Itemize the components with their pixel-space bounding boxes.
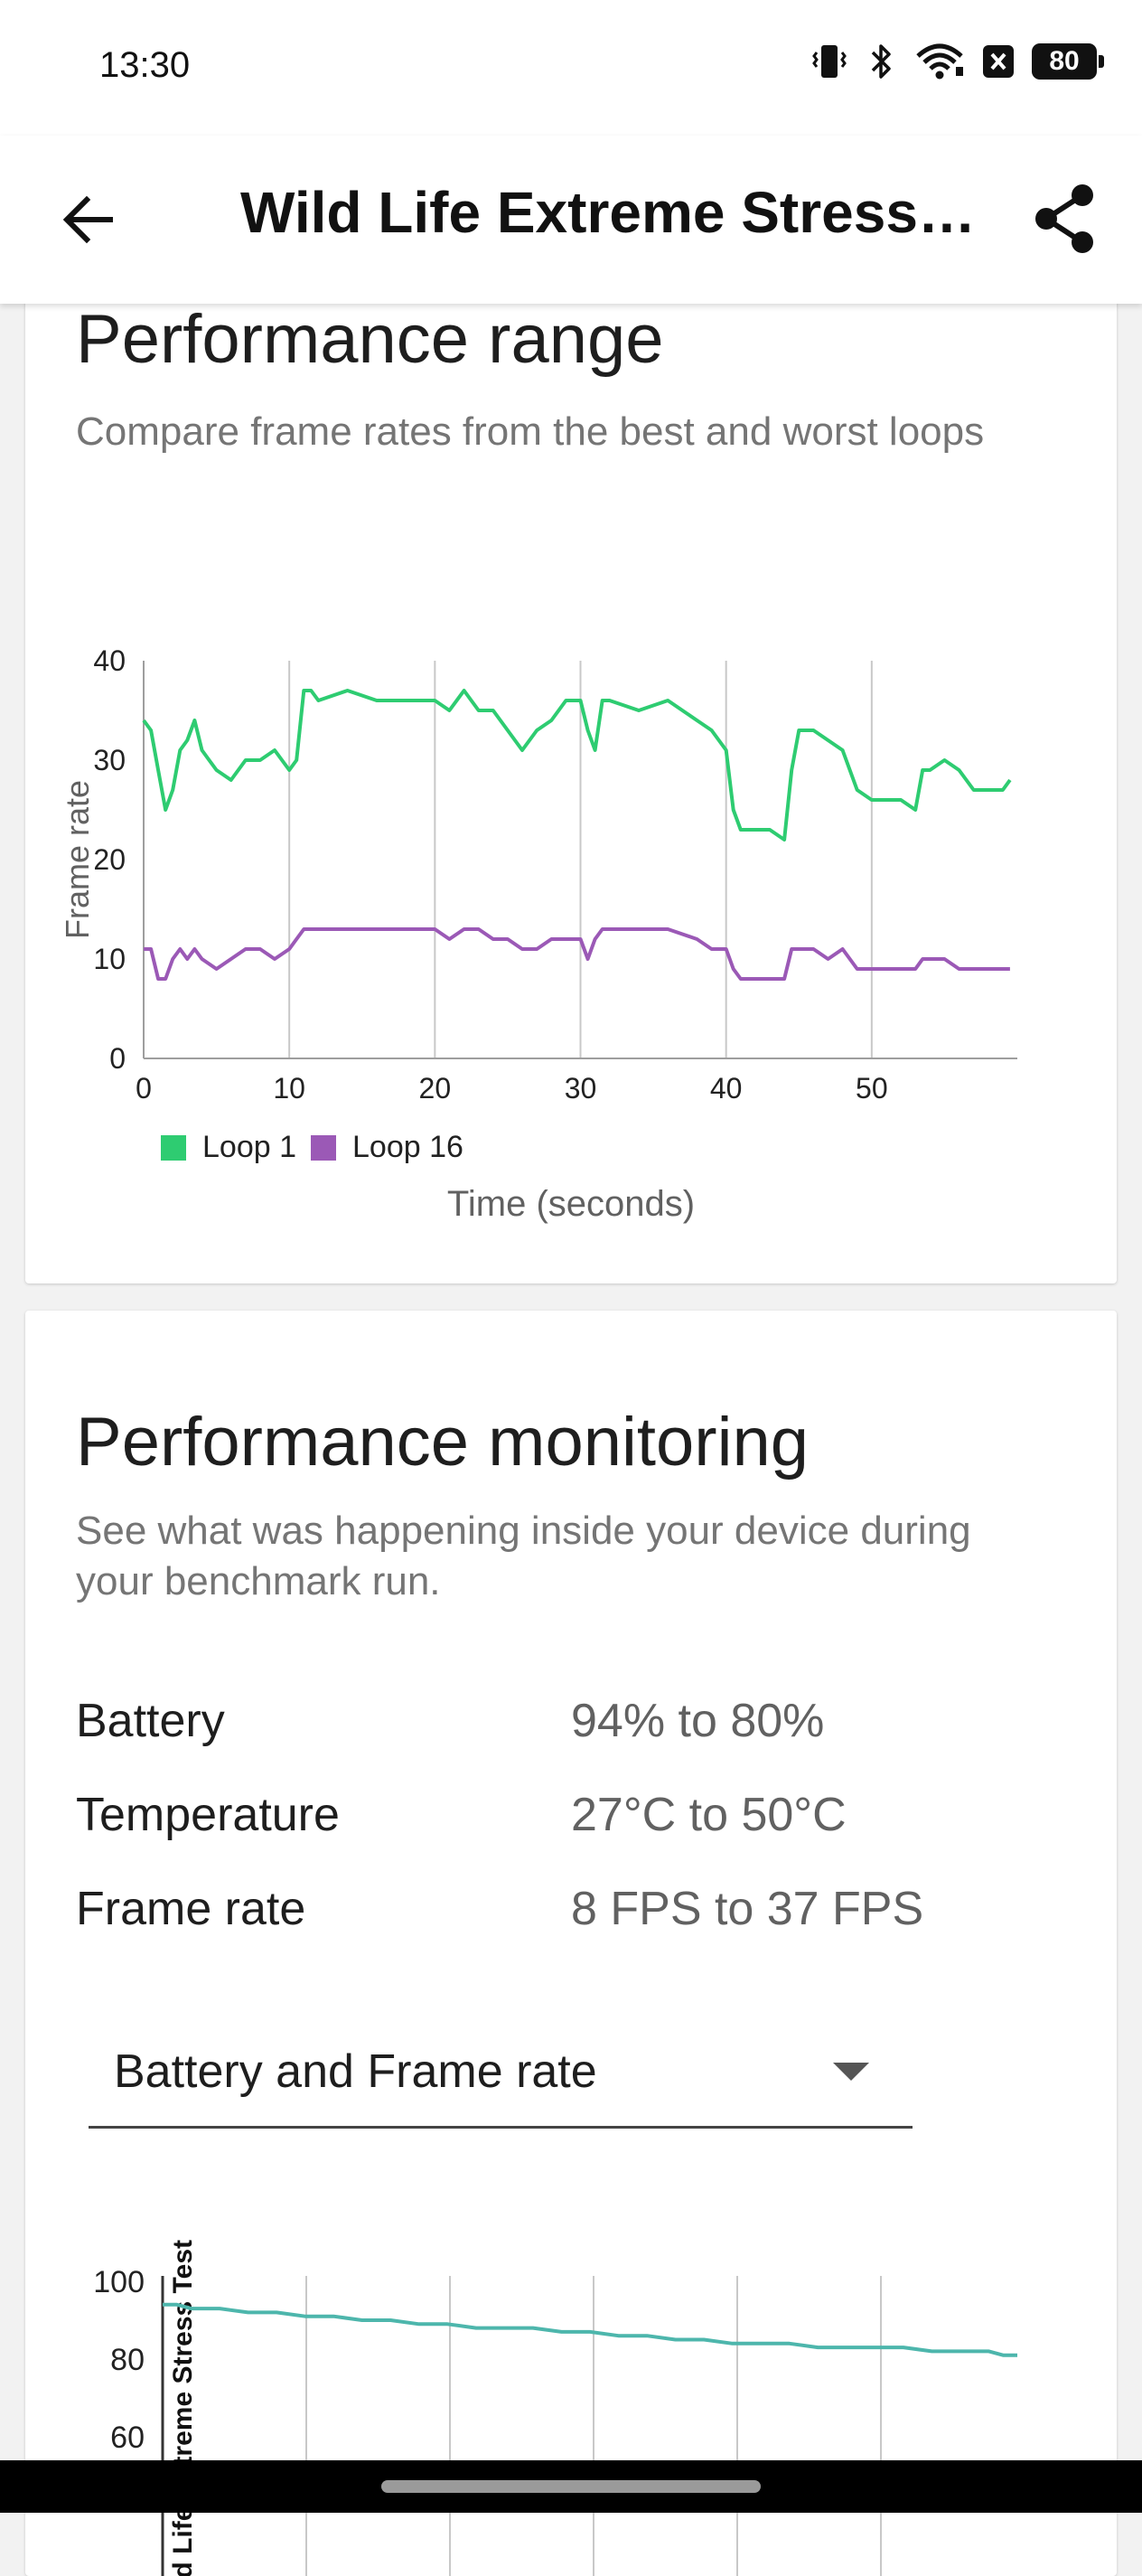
vibrate-icon bbox=[812, 45, 847, 78]
metric-label: Frame rate bbox=[76, 1883, 306, 1935]
legend-swatch-loop-1 bbox=[161, 1134, 186, 1161]
app-bar: Wild Life Extreme Stress Test bbox=[0, 136, 1142, 304]
status-icons: 80 bbox=[810, 42, 1104, 81]
performance-monitoring-subtitle: See what was happening inside your devic… bbox=[76, 1509, 971, 1603]
test-marker-label: Wild Life Extreme Stress Test bbox=[168, 2240, 198, 2576]
metric-row-frame-rate: Frame rate 8 FPS to 37 FPS bbox=[76, 1882, 1088, 1954]
y-tick-label: 40 bbox=[93, 644, 126, 677]
series-line-loop-1 bbox=[142, 689, 1012, 841]
battery-series-line bbox=[163, 2302, 1017, 2357]
status-bar: 13:30 80 bbox=[0, 0, 1142, 136]
series-line-loop-16 bbox=[144, 927, 1010, 981]
status-time: 13:30 bbox=[99, 45, 191, 85]
x-tick-label: 10 bbox=[273, 1072, 305, 1105]
x-tick-label: 20 bbox=[419, 1072, 452, 1105]
metric-value: 8 FPS to 37 FPS bbox=[571, 1883, 924, 1935]
chart-type-dropdown[interactable]: Battery and Frame rate bbox=[89, 2025, 913, 2129]
performance-monitoring-card: Performance monitoring See what was happ… bbox=[25, 1311, 1117, 2576]
y-tick-label: 20 bbox=[93, 843, 126, 876]
dropdown-arrow-icon bbox=[833, 2063, 869, 2081]
y-tick-label: 80 bbox=[110, 2343, 145, 2377]
metric-value: 94% to 80% bbox=[571, 1695, 825, 1747]
back-arrow-icon[interactable] bbox=[56, 185, 125, 254]
x-tick-label: 40 bbox=[710, 1072, 743, 1105]
battery-icon: 80 bbox=[1032, 43, 1104, 80]
wifi-icon bbox=[916, 43, 963, 80]
legend-label-loop-1: Loop 1 bbox=[202, 1130, 296, 1164]
battery-level: 80 bbox=[1049, 46, 1080, 76]
metric-row-temperature: Temperature 27°C to 50°C bbox=[76, 1788, 1088, 1860]
page-title: Wild Life Extreme Stress Test bbox=[240, 180, 981, 245]
legend-item-loop-16: Loop 16 bbox=[311, 1130, 463, 1165]
bluetooth-icon bbox=[871, 44, 891, 79]
performance-range-subtitle: Compare frame rates from the best and wo… bbox=[76, 409, 985, 454]
y-tick-label: 10 bbox=[93, 943, 126, 975]
x-tick-label: 0 bbox=[136, 1072, 152, 1105]
share-icon[interactable] bbox=[1030, 181, 1102, 257]
y-tick-label: 100 bbox=[93, 2265, 145, 2299]
performance-monitoring-heading: Performance monitoring bbox=[76, 1404, 810, 1481]
performance-range-heading: Performance range bbox=[76, 301, 664, 378]
home-gesture-handle[interactable] bbox=[381, 2480, 761, 2493]
x-axis-title: Time (seconds) bbox=[446, 1184, 696, 1224]
x-tick-label: 30 bbox=[565, 1072, 597, 1105]
legend-item-loop-1: Loop 1 bbox=[161, 1130, 296, 1165]
legend-swatch-loop-16 bbox=[311, 1134, 336, 1161]
chart-legend: Loop 1 Loop 16 bbox=[161, 1130, 478, 1165]
performance-monitoring-chart: 100 80 60 Wild Life Extreme Stress Test bbox=[93, 2240, 1017, 2576]
y-tick-label: 60 bbox=[110, 2421, 145, 2455]
metric-value: 27°C to 50°C bbox=[571, 1789, 847, 1841]
legend-label-loop-16: Loop 16 bbox=[352, 1130, 463, 1164]
performance-range-chart: 0 10 20 30 40 50 0 10 20 30 40 Frame rate bbox=[59, 644, 1017, 1105]
x-tick-label: 50 bbox=[856, 1072, 888, 1105]
metric-label: Temperature bbox=[76, 1789, 340, 1841]
dropdown-value: Battery and Frame rate bbox=[114, 2045, 597, 2098]
metric-row-battery: Battery 94% to 80% bbox=[76, 1694, 1088, 1766]
y-tick-label: 0 bbox=[109, 1042, 126, 1075]
navigation-bar bbox=[0, 2460, 1142, 2513]
y-tick-label: 30 bbox=[93, 744, 126, 776]
nfc-icon bbox=[983, 45, 1014, 78]
y-axis-title: Frame rate bbox=[59, 780, 96, 939]
performance-range-card: Performance range Compare frame rates fr… bbox=[25, 271, 1117, 1283]
metric-label: Battery bbox=[76, 1695, 225, 1747]
